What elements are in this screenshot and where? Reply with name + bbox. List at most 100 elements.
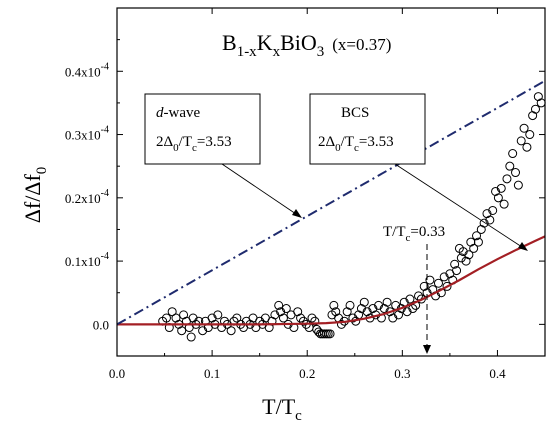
data-point	[496, 183, 506, 193]
y-tick-label: 0.1x10-4	[65, 251, 109, 269]
data-point	[402, 307, 412, 317]
x-axis-title-main: T/T	[262, 394, 296, 419]
data-point	[329, 300, 339, 310]
data-point	[274, 300, 284, 310]
data-point	[525, 130, 535, 140]
data-point	[186, 332, 196, 342]
data-point	[458, 247, 468, 257]
data-point	[530, 104, 540, 114]
tc-marker-main: T/T	[383, 224, 406, 240]
dwave-formula-sub0: 0	[173, 142, 179, 154]
data-point	[464, 250, 474, 260]
data-point	[519, 123, 529, 133]
data-point	[171, 313, 181, 323]
bcs-formula-mid: /T	[341, 134, 354, 150]
plot-frame	[116, 7, 546, 357]
dwave-label-word: d	[156, 105, 164, 121]
data-point	[425, 275, 435, 285]
data-point	[469, 243, 479, 253]
dwave-label: d-wave	[156, 105, 200, 121]
dwave-arrow-head	[292, 209, 302, 218]
bcs-arrow-line	[394, 163, 523, 248]
chart-title: B1-xKxBiO3 (x=0.37)	[222, 30, 391, 60]
data-point	[476, 224, 486, 234]
data-point	[452, 266, 462, 276]
data-point	[276, 307, 286, 317]
data-point	[207, 313, 217, 323]
data-point	[336, 319, 346, 329]
data-point	[433, 278, 443, 288]
series-layer	[116, 79, 546, 342]
data-point	[405, 294, 415, 304]
data-point	[488, 205, 498, 215]
data-point	[179, 310, 189, 320]
tc-marker-value: =0.33	[410, 224, 445, 240]
data-point	[473, 237, 483, 247]
dwave-formula: 2Δ0/Tc=3.53	[156, 134, 232, 154]
data-point	[450, 259, 460, 269]
data-point	[348, 313, 358, 323]
data-point	[188, 313, 198, 323]
x-axis-title: T/Tc	[262, 394, 302, 424]
bcs-formula-sub0: 0	[335, 142, 341, 154]
data-point	[226, 326, 236, 336]
data-point	[536, 98, 546, 108]
dwave-formula-mid: /T	[179, 134, 192, 150]
data-point	[513, 180, 523, 190]
x-tick-label: 0.2	[299, 366, 315, 381]
bcs-curve	[117, 235, 546, 326]
data-point	[482, 209, 492, 219]
x-tick-label: 0.1	[204, 366, 220, 381]
data-point	[177, 326, 187, 336]
y-axis-title-sub: 0	[34, 167, 50, 175]
x-axis-ticks: 0.0 0.1 0.2 0.3 0.4	[109, 8, 506, 381]
bcs-arrow-head	[518, 242, 528, 251]
title-suffix: (x=0.37)	[332, 35, 391, 54]
data-point	[356, 304, 366, 314]
x-tick-label: 0.4	[489, 366, 506, 381]
dwave-box	[144, 93, 261, 165]
x-tick-label: 0.3	[394, 366, 410, 381]
title-main: B	[222, 30, 237, 55]
dwave-formula-value: =3.53	[197, 134, 232, 150]
data-point	[522, 142, 532, 152]
data-point	[479, 218, 489, 228]
bcs-formula-main: 2Δ	[318, 134, 336, 150]
data-point	[198, 326, 208, 336]
data-point	[394, 310, 404, 320]
y-axis-title: Δf/Δf0	[20, 167, 50, 224]
y-axis-title-main: Δf/Δf	[20, 174, 45, 224]
data-point	[345, 300, 355, 310]
y-tick-label: 0.0	[93, 317, 109, 332]
data-point	[310, 316, 320, 326]
x-tick-label: 0.0	[109, 366, 125, 381]
dwave-label-suffix: -wave	[164, 105, 201, 121]
title-mid2: BiO	[280, 30, 317, 55]
data-point	[296, 313, 306, 323]
data-point	[388, 313, 398, 323]
data-point	[416, 294, 426, 304]
dwave-annotation: d-wave 2Δ0/Tc=3.53	[144, 93, 302, 218]
data-point	[362, 307, 372, 317]
tc-marker-arrow-head	[423, 345, 431, 354]
bcs-label: BCS	[341, 105, 369, 121]
data-point	[499, 199, 509, 209]
data-point	[293, 307, 303, 317]
x-axis-title-sub: c	[295, 408, 302, 424]
bcs-formula: 2Δ0/Tc=3.53	[318, 134, 394, 154]
bcs-formula-value: =3.53	[359, 134, 394, 150]
dwave-arrow-line	[221, 163, 297, 215]
data-point	[472, 231, 482, 241]
y-tick-label: 0.2x10-4	[65, 188, 109, 206]
data-point	[493, 193, 503, 203]
data-point	[374, 300, 384, 310]
y-tick-label: 0.3x10-4	[65, 125, 109, 143]
dwave-formula-main: 2Δ	[156, 134, 174, 150]
y-tick-label: 0.4x10-4	[65, 61, 109, 79]
title-sub1: 1-x	[237, 44, 257, 60]
data-point	[491, 186, 501, 196]
title-sub2: x	[273, 44, 281, 60]
data-point	[382, 297, 392, 307]
tc-marker-annotation: T/Tc=0.33	[383, 224, 445, 354]
